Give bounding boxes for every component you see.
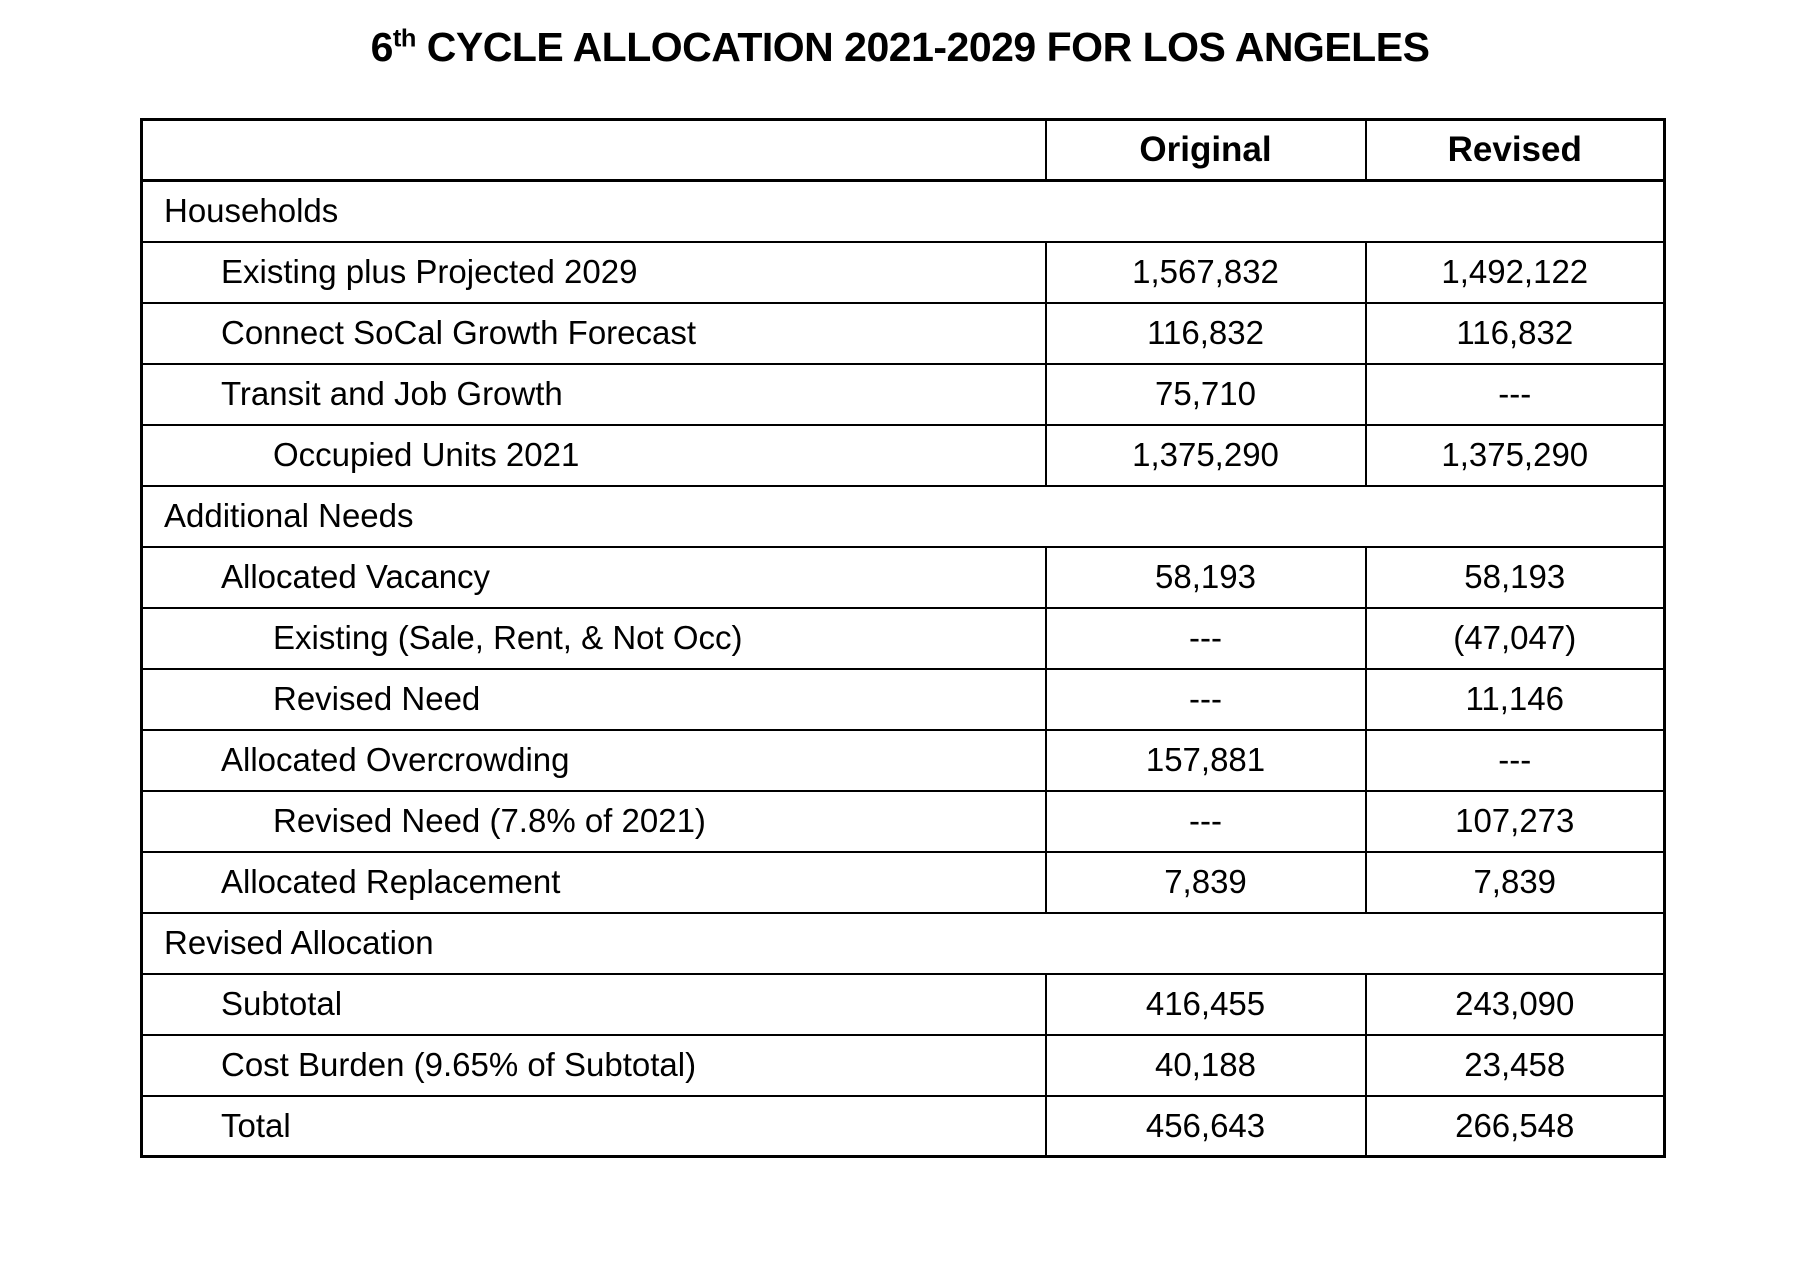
original-value: 75,710 <box>1044 362 1367 426</box>
section-label: Households <box>140 179 1666 243</box>
table-row: Subtotal 416,455 243,090 <box>140 972 1666 1036</box>
table-row: Revised Need --- 11,146 <box>140 667 1666 731</box>
revised-value: 243,090 <box>1364 972 1666 1036</box>
revised-value: 58,193 <box>1364 545 1666 609</box>
table-row: Allocated Vacancy 58,193 58,193 <box>140 545 1666 609</box>
original-value: 58,193 <box>1044 545 1367 609</box>
row-label: Allocated Replacement <box>140 850 1047 914</box>
revised-value: 266,548 <box>1364 1094 1666 1158</box>
table-row: Cost Burden (9.65% of Subtotal) 40,188 23,… <box>140 1033 1666 1097</box>
revised-value: 23,458 <box>1364 1033 1666 1097</box>
row-label: Existing plus Projected 2029 <box>140 240 1047 304</box>
original-value: 456,643 <box>1044 1094 1367 1158</box>
row-label: Occupied Units 2021 <box>140 423 1047 487</box>
header-original: Original <box>1044 118 1367 182</box>
row-label: Transit and Job Growth <box>140 362 1047 426</box>
row-label: Revised Need <box>140 667 1047 731</box>
allocation-table: Original Revised Households Existing plus… <box>140 118 1666 1158</box>
row-label: Revised Need (7.8% of 2021) <box>140 789 1047 853</box>
revised-value: --- <box>1364 362 1666 426</box>
revised-value: 11,146 <box>1364 667 1666 731</box>
original-value: --- <box>1044 606 1367 670</box>
original-value: 1,567,832 <box>1044 240 1367 304</box>
header-blank-cell <box>140 118 1047 182</box>
table-row: Occupied Units 2021 1,375,290 1,375,290 <box>140 423 1666 487</box>
title-superscript: th <box>392 24 416 53</box>
table-row: Revised Need (7.8% of 2021) --- 107,273 <box>140 789 1666 853</box>
header-row: Original Revised <box>140 118 1666 182</box>
table-body: Households Existing plus Projected 2029 1,… <box>140 179 1666 1158</box>
title-rest: CYCLE ALLOCATION 2021-2029 FOR LOS ANGEL… <box>415 24 1430 70</box>
table-row: Allocated Overcrowding 157,881 --- <box>140 728 1666 792</box>
row-label: Total <box>140 1094 1047 1158</box>
original-value: --- <box>1044 789 1367 853</box>
row-label: Subtotal <box>140 972 1047 1036</box>
page-title: 6th CYCLE ALLOCATION 2021-2029 FOR LOS A… <box>0 0 1800 71</box>
row-label: Allocated Overcrowding <box>140 728 1047 792</box>
revised-value: 107,273 <box>1364 789 1666 853</box>
original-value: 1,375,290 <box>1044 423 1367 487</box>
revised-value: 1,375,290 <box>1364 423 1666 487</box>
section-row: Additional Needs <box>140 484 1666 548</box>
original-value: --- <box>1044 667 1367 731</box>
revised-value: 7,839 <box>1364 850 1666 914</box>
header-revised: Revised <box>1364 118 1666 182</box>
table-row: Existing plus Projected 2029 1,567,832 1,4… <box>140 240 1666 304</box>
original-value: 416,455 <box>1044 972 1367 1036</box>
section-label: Additional Needs <box>140 484 1666 548</box>
row-label: Allocated Vacancy <box>140 545 1047 609</box>
row-label: Cost Burden (9.65% of Subtotal) <box>140 1033 1047 1097</box>
table-row: Total 456,643 266,548 <box>140 1094 1666 1158</box>
section-row: Revised Allocation <box>140 911 1666 975</box>
table-row: Connect SoCal Growth Forecast 116,832 116,… <box>140 301 1666 365</box>
revised-value: --- <box>1364 728 1666 792</box>
table-row: Transit and Job Growth 75,710 --- <box>140 362 1666 426</box>
revised-value: 1,492,122 <box>1364 240 1666 304</box>
row-label: Existing (Sale, Rent, & Not Occ) <box>140 606 1047 670</box>
revised-value: (47,047) <box>1364 606 1666 670</box>
revised-value: 116,832 <box>1364 301 1666 365</box>
row-label: Connect SoCal Growth Forecast <box>140 301 1047 365</box>
original-value: 7,839 <box>1044 850 1367 914</box>
title-prefix: 6 <box>370 24 394 70</box>
original-value: 40,188 <box>1044 1033 1367 1097</box>
original-value: 116,832 <box>1044 301 1367 365</box>
section-label: Revised Allocation <box>140 911 1666 975</box>
table-row: Allocated Replacement 7,839 7,839 <box>140 850 1666 914</box>
original-value: 157,881 <box>1044 728 1367 792</box>
section-row: Households <box>140 179 1666 243</box>
table-row: Existing (Sale, Rent, & Not Occ) --- (47,0… <box>140 606 1666 670</box>
